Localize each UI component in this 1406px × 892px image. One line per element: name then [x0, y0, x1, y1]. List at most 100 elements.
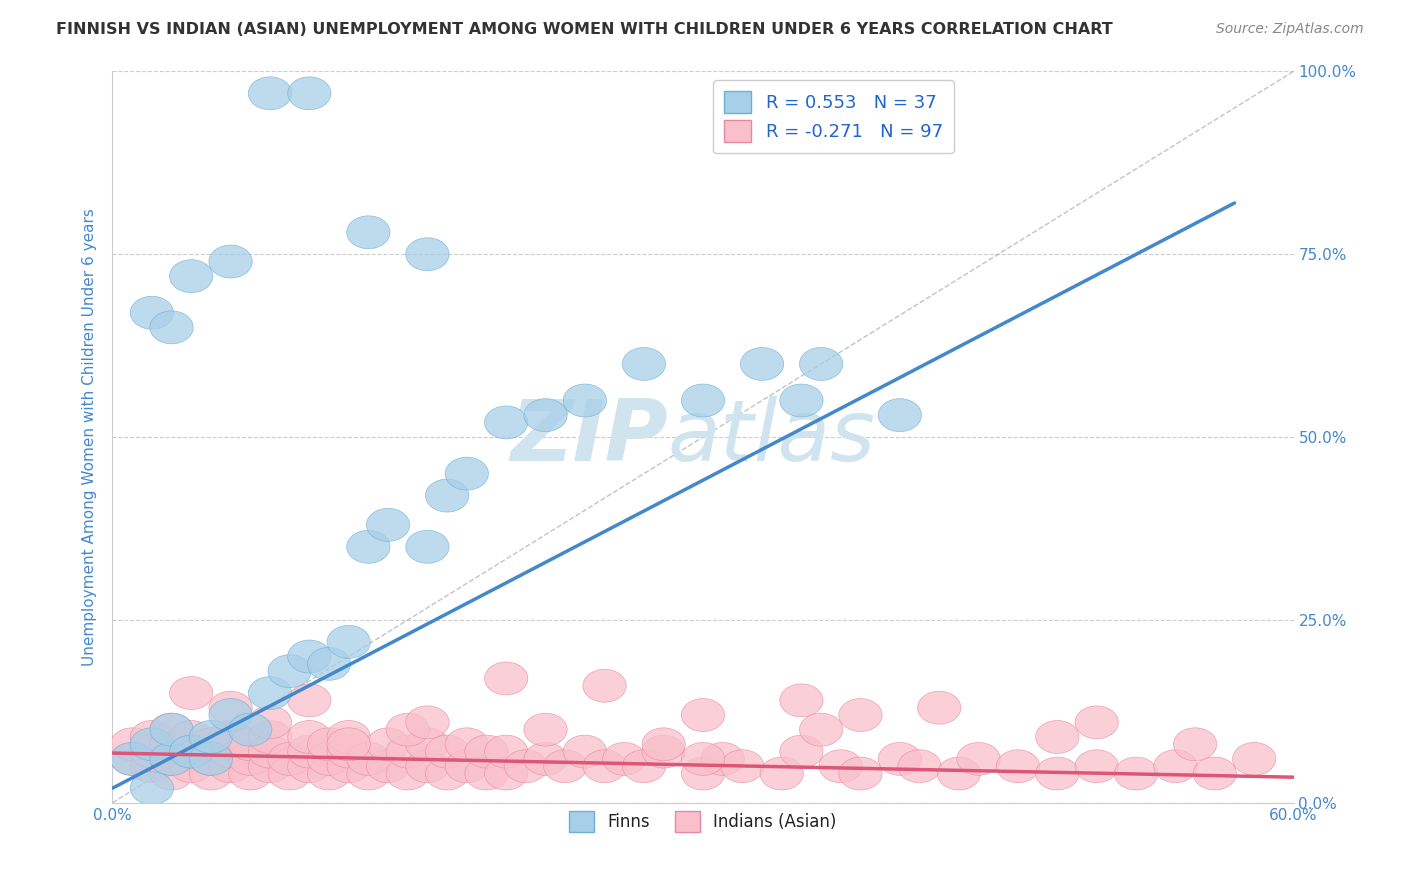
Ellipse shape: [702, 742, 744, 775]
Ellipse shape: [209, 691, 252, 724]
Ellipse shape: [485, 406, 527, 439]
Ellipse shape: [209, 721, 252, 754]
Ellipse shape: [229, 728, 271, 761]
Ellipse shape: [682, 742, 724, 775]
Ellipse shape: [387, 714, 429, 746]
Ellipse shape: [820, 750, 862, 782]
Ellipse shape: [643, 728, 685, 761]
Ellipse shape: [308, 757, 350, 790]
Ellipse shape: [190, 742, 232, 775]
Ellipse shape: [623, 348, 665, 380]
Ellipse shape: [170, 750, 212, 782]
Ellipse shape: [1036, 721, 1078, 754]
Ellipse shape: [406, 750, 449, 782]
Ellipse shape: [170, 735, 212, 768]
Ellipse shape: [150, 742, 193, 775]
Ellipse shape: [131, 721, 173, 754]
Ellipse shape: [583, 669, 626, 702]
Ellipse shape: [328, 750, 370, 782]
Ellipse shape: [131, 772, 173, 805]
Ellipse shape: [1194, 757, 1236, 790]
Ellipse shape: [426, 735, 468, 768]
Ellipse shape: [1154, 750, 1197, 782]
Ellipse shape: [150, 757, 193, 790]
Ellipse shape: [367, 750, 409, 782]
Ellipse shape: [800, 348, 842, 380]
Ellipse shape: [446, 458, 488, 490]
Ellipse shape: [150, 311, 193, 343]
Ellipse shape: [308, 728, 350, 761]
Ellipse shape: [426, 479, 468, 512]
Ellipse shape: [111, 742, 153, 775]
Ellipse shape: [288, 735, 330, 768]
Ellipse shape: [209, 698, 252, 731]
Ellipse shape: [800, 714, 842, 746]
Ellipse shape: [367, 728, 409, 761]
Ellipse shape: [957, 742, 1000, 775]
Ellipse shape: [131, 735, 173, 768]
Ellipse shape: [190, 757, 232, 790]
Ellipse shape: [328, 728, 370, 761]
Ellipse shape: [269, 757, 311, 790]
Ellipse shape: [190, 742, 232, 775]
Ellipse shape: [1076, 706, 1118, 739]
Ellipse shape: [288, 684, 330, 717]
Legend: Finns, Indians (Asian): Finns, Indians (Asian): [562, 805, 844, 838]
Ellipse shape: [1115, 757, 1157, 790]
Ellipse shape: [150, 714, 193, 746]
Ellipse shape: [721, 750, 763, 782]
Ellipse shape: [387, 735, 429, 768]
Ellipse shape: [288, 721, 330, 754]
Ellipse shape: [603, 742, 645, 775]
Ellipse shape: [839, 757, 882, 790]
Ellipse shape: [446, 750, 488, 782]
Ellipse shape: [524, 399, 567, 432]
Ellipse shape: [918, 691, 960, 724]
Ellipse shape: [347, 216, 389, 249]
Ellipse shape: [150, 742, 193, 775]
Ellipse shape: [741, 348, 783, 380]
Ellipse shape: [1076, 750, 1118, 782]
Ellipse shape: [269, 742, 311, 775]
Ellipse shape: [564, 735, 606, 768]
Ellipse shape: [583, 750, 626, 782]
Ellipse shape: [190, 728, 232, 761]
Ellipse shape: [406, 238, 449, 270]
Ellipse shape: [347, 757, 389, 790]
Ellipse shape: [328, 735, 370, 768]
Ellipse shape: [249, 706, 291, 739]
Ellipse shape: [879, 742, 921, 775]
Ellipse shape: [288, 77, 330, 110]
Ellipse shape: [387, 757, 429, 790]
Text: Source: ZipAtlas.com: Source: ZipAtlas.com: [1216, 22, 1364, 37]
Ellipse shape: [485, 662, 527, 695]
Ellipse shape: [249, 77, 291, 110]
Text: atlas: atlas: [668, 395, 876, 479]
Ellipse shape: [269, 655, 311, 688]
Ellipse shape: [505, 750, 547, 782]
Ellipse shape: [170, 735, 212, 768]
Ellipse shape: [465, 757, 508, 790]
Ellipse shape: [347, 531, 389, 563]
Ellipse shape: [544, 750, 586, 782]
Ellipse shape: [367, 508, 409, 541]
Ellipse shape: [938, 757, 980, 790]
Ellipse shape: [465, 735, 508, 768]
Ellipse shape: [131, 296, 173, 329]
Ellipse shape: [682, 384, 724, 417]
Ellipse shape: [111, 742, 153, 775]
Ellipse shape: [524, 742, 567, 775]
Ellipse shape: [997, 750, 1039, 782]
Ellipse shape: [150, 728, 193, 761]
Ellipse shape: [485, 757, 527, 790]
Ellipse shape: [249, 677, 291, 709]
Ellipse shape: [406, 531, 449, 563]
Ellipse shape: [308, 742, 350, 775]
Ellipse shape: [485, 735, 527, 768]
Ellipse shape: [170, 677, 212, 709]
Ellipse shape: [150, 714, 193, 746]
Ellipse shape: [131, 728, 173, 761]
Y-axis label: Unemployment Among Women with Children Under 6 years: Unemployment Among Women with Children U…: [82, 208, 97, 666]
Ellipse shape: [564, 384, 606, 417]
Ellipse shape: [839, 698, 882, 731]
